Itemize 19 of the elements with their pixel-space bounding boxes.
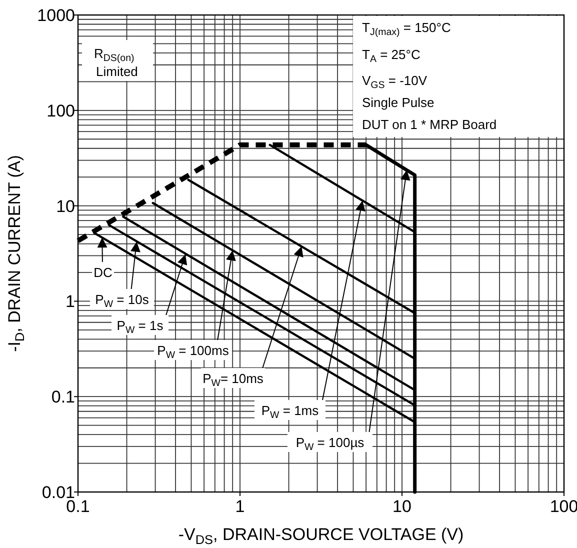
annotation: R$_{DS(on)}$ <box>94 46 134 64</box>
annotation: Limited <box>96 64 138 79</box>
y-tick-label: 1000 <box>37 6 75 25</box>
y-tick-label: 100 <box>46 101 75 120</box>
annotation: P$_{W}$ = 100µs <box>296 435 365 453</box>
x-tick-label: 1 <box>235 497 245 516</box>
x-tick-label: 10 <box>392 497 412 516</box>
annotation: P$_{W}$ = 1ms <box>261 403 320 421</box>
y-tick-label: 0.1 <box>51 388 75 407</box>
annotation: DUT on 1 * MRP Board <box>362 117 497 132</box>
annotation: T$_{J(max)}$ = 150°C <box>362 20 451 38</box>
y-tick-label: 1 <box>66 292 75 312</box>
y-tick-label: 10 <box>56 196 75 216</box>
annotation: P$_{W}$ = 1s <box>116 318 164 336</box>
annotation: P$_{W}$ = 10s <box>95 292 150 310</box>
annotation: V$_{GS}$ = -10V <box>362 73 428 91</box>
x-axis-title: -V$_{DS}$, DRAIN-SOURCE VOLTAGE (V) <box>178 525 464 547</box>
annotation: Single Pulse <box>362 95 434 110</box>
annotation: T$_{A}$ = 25°C <box>362 47 420 65</box>
